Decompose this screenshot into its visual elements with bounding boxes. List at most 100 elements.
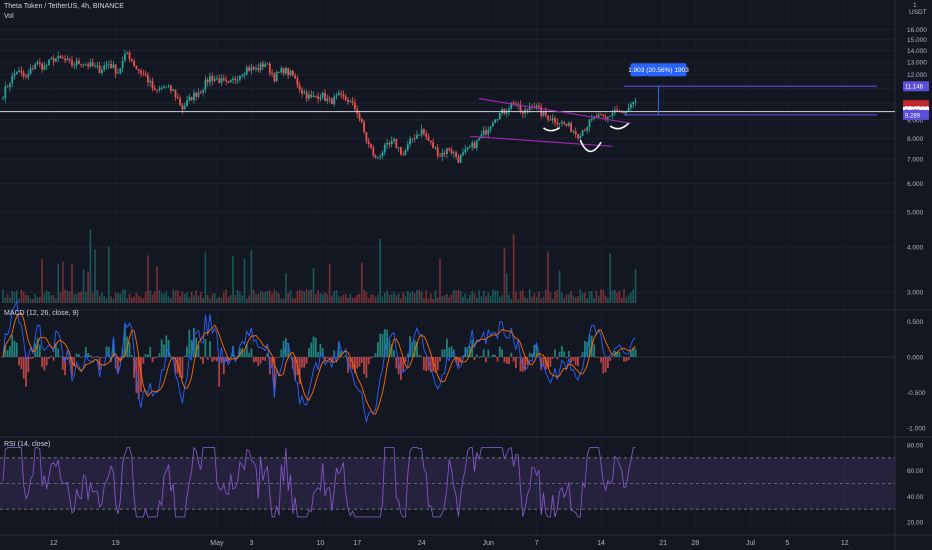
macd-histogram-bar [558,351,561,358]
volume-bar [632,289,634,303]
macd-histogram-bar [271,357,273,368]
macd-histogram-bar [542,357,545,367]
macd-histogram-bar [381,333,384,358]
pattern-curve [542,127,561,132]
volume-label[interactable]: Vol [4,13,14,20]
volume-bar [96,290,99,303]
candle-body [170,85,172,91]
volume-bar [25,294,27,303]
volume-bar [163,293,165,303]
candle-body [211,76,214,81]
candle-body [188,96,191,101]
candle-body [239,75,241,80]
macd-histogram-bar [321,348,324,358]
macd-histogram-bar [457,357,460,367]
macd-histogram-bar [365,357,368,379]
price-tag [903,81,929,92]
volume-bar [91,292,94,303]
candle-body [581,130,584,136]
volume-bar [39,297,41,303]
volume-bar [418,290,421,303]
candle-body [158,88,161,91]
candle-body [455,152,457,158]
candle-body [411,138,414,140]
macd-histogram-bar [496,357,499,362]
volume-bar [167,296,170,303]
volume-bar [225,289,227,303]
volume-bar [505,273,508,303]
macd-histogram-bar [170,355,172,358]
volume-bar [188,297,191,303]
macd-histogram-bar [420,356,423,358]
macd-histogram-bar [22,357,25,379]
candle-body [229,79,232,83]
candle-body [43,65,46,70]
volume-bar [476,297,478,303]
candle-body [250,66,253,71]
volume-bar [344,293,347,303]
volume-bar [151,294,154,303]
macd-histogram-bar [287,342,290,358]
candle-body [584,130,586,132]
rsi-label[interactable]: RSI (14, close) [4,441,51,448]
candle-body [310,94,313,98]
candle-body [82,64,85,66]
macd-histogram-bar [222,357,225,375]
candle-body [565,123,568,126]
macd-histogram-bar [383,329,386,358]
macd-label[interactable]: MACD (12, 26, close, 9) [4,310,79,317]
volume-bar [172,289,174,303]
macd-histogram-bar [432,357,434,372]
macd-histogram-bar [87,352,89,358]
candle-body [128,52,131,60]
time-tick-label: 5 [785,540,789,547]
macd-histogram-bar [183,355,186,358]
candle-body [303,92,306,94]
candle-body [542,110,545,116]
candle-body [78,60,80,65]
candle-body [344,96,347,101]
volume-bar [416,289,418,303]
candle-body [462,152,464,155]
trendline-drawings[interactable]: 1.903 (20.56%) 1903 [0,63,895,153]
macd-histogram-bar [600,357,602,363]
macd-histogram-bar [388,340,391,358]
axes: 16.00015.00014.00013.00012.00011.00010.0… [50,2,929,547]
time-tick-label: 24 [418,540,426,547]
macd-histogram-bar [128,342,131,358]
candle-body [9,83,11,88]
macd-histogram-bar [427,357,430,371]
volume-bar [457,289,460,303]
macd-histogram-bar [443,349,446,358]
volume-bar [528,289,531,303]
candle-body [190,96,193,101]
macd-histogram-bar [9,346,11,358]
volume-bar [503,248,506,303]
macd-histogram-bar [340,350,342,358]
macd-line [2,300,636,423]
volume-bar [480,296,483,303]
volume-bar [531,297,533,303]
candle-body [20,70,23,73]
symbol-title[interactable]: Theta Token / TetherUS, 4h, BINANCE [4,3,124,10]
macd-histogram-bar [2,357,4,358]
macd-histogram-bar [360,357,363,364]
candle-body [492,122,494,127]
volume-bar [305,289,308,303]
volume-bar [98,295,101,303]
trendline [479,98,631,124]
macd-histogram-bar [554,349,556,358]
candle-body [487,129,490,135]
candle-body [314,95,317,97]
volume-bar [308,290,310,303]
candle-body [36,62,39,65]
macd-histogram-bar [96,356,99,358]
volume-bar [361,262,363,303]
volume-bar [333,291,335,303]
volume-bar [413,293,416,303]
volume-bar [248,295,250,303]
macd-histogram-bar [20,357,23,370]
candle-body [482,130,485,135]
